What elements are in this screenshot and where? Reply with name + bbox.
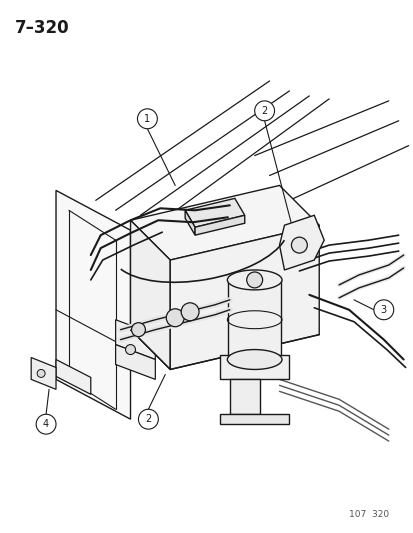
Circle shape (166, 309, 184, 327)
Polygon shape (115, 345, 155, 379)
Polygon shape (56, 190, 130, 419)
Polygon shape (31, 358, 56, 389)
Polygon shape (130, 220, 170, 369)
Polygon shape (130, 185, 318, 260)
Polygon shape (185, 211, 195, 235)
Circle shape (137, 109, 157, 129)
Polygon shape (170, 225, 318, 369)
Ellipse shape (227, 270, 281, 290)
Ellipse shape (227, 350, 281, 369)
Polygon shape (185, 198, 244, 227)
Circle shape (131, 322, 145, 337)
Circle shape (138, 409, 158, 429)
Polygon shape (219, 354, 289, 379)
Circle shape (125, 345, 135, 354)
Polygon shape (115, 320, 155, 360)
Circle shape (37, 369, 45, 377)
Text: 7–320: 7–320 (15, 19, 70, 37)
Polygon shape (227, 280, 281, 360)
Circle shape (291, 237, 306, 253)
Text: 1: 1 (144, 114, 150, 124)
Circle shape (373, 300, 393, 320)
Text: 3: 3 (380, 305, 386, 315)
Polygon shape (219, 414, 289, 424)
Text: 2: 2 (145, 414, 151, 424)
Polygon shape (229, 379, 259, 414)
Text: 4: 4 (43, 419, 49, 429)
Text: 107  320: 107 320 (348, 510, 388, 519)
Polygon shape (195, 215, 244, 235)
Polygon shape (56, 360, 90, 394)
Circle shape (181, 303, 199, 321)
Circle shape (246, 272, 262, 288)
Polygon shape (279, 215, 323, 270)
Circle shape (254, 101, 274, 121)
Circle shape (36, 414, 56, 434)
Text: 2: 2 (261, 106, 267, 116)
